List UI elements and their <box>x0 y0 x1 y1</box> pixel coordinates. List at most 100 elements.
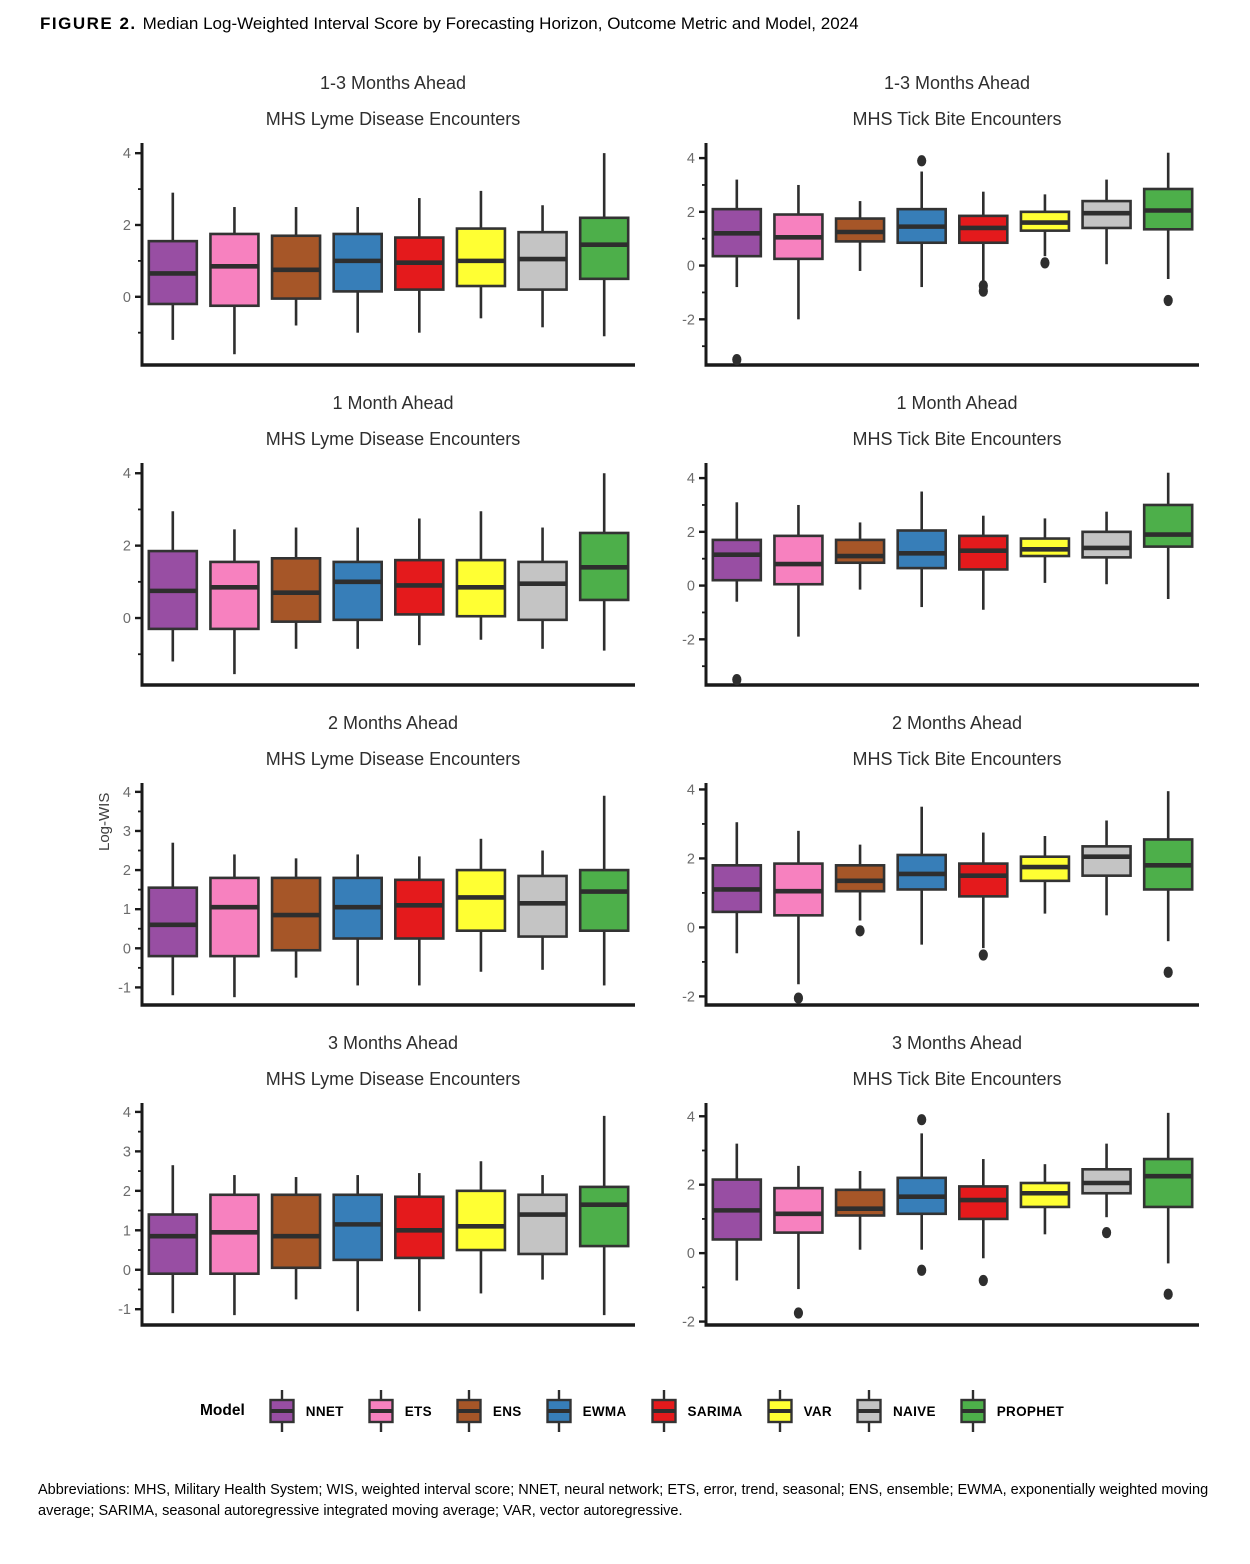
outlier-point <box>917 1264 927 1276</box>
iqr-box <box>896 529 947 570</box>
iqr-box <box>147 886 199 958</box>
boxplot-chart: 0 2 4 <box>123 143 635 367</box>
box-var <box>1019 518 1071 583</box>
y-tick-label: 4 <box>687 151 695 167</box>
boxplot-chart: -1 0 1 2 3 4 <box>118 1103 635 1327</box>
box-ens <box>270 1177 322 1300</box>
panel-4: 1 Month Ahead MHS Tick Bite Encounters -2 0… <box>664 370 1214 690</box>
iqr-box <box>270 234 322 300</box>
box-nnet <box>147 1165 199 1314</box>
legend-item-label: EWMA <box>582 1403 627 1419</box>
y-tick-label: 2 <box>687 1178 695 1194</box>
box-ens <box>270 527 322 649</box>
y-tick-label: -1 <box>118 980 131 996</box>
iqr-box <box>1081 845 1132 877</box>
panel-8: 3 Months Ahead MHS Tick Bite Encounters -2… <box>664 1010 1214 1331</box>
y-tick-label: 4 <box>687 1109 695 1125</box>
legend-item-ets: ETS <box>366 1388 432 1434</box>
iqr-box <box>1142 503 1194 548</box>
box-naive <box>1081 511 1132 585</box>
outlier-point <box>917 1114 927 1126</box>
box-sarima <box>394 1173 445 1312</box>
box-ewma <box>332 207 383 333</box>
iqr-box <box>834 864 886 893</box>
iqr-box <box>209 560 260 631</box>
iqr-box <box>834 1188 886 1217</box>
figure-caption: FIGURE 2. Median Log-Weighted Interval Sc… <box>40 14 1250 34</box>
box-ewma <box>896 806 947 945</box>
panel-7: 3 Months Ahead MHS Lyme Disease Encounter… <box>100 1010 650 1330</box>
box-ens <box>834 844 886 937</box>
iqr-box <box>455 868 507 932</box>
boxplot-key-icon <box>960 1390 986 1432</box>
y-tick-label: 2 <box>687 525 695 541</box>
boxplot-key-icon <box>856 1390 882 1432</box>
outlier-point <box>1163 1288 1173 1300</box>
y-tick-label: 0 <box>687 920 695 936</box>
legend-item-label: ETS <box>404 1403 432 1419</box>
outlier-point <box>855 925 865 937</box>
y-tick-label: 1 <box>123 1223 131 1239</box>
y-tick-label: 3 <box>123 824 131 840</box>
box-sarima <box>958 832 1009 961</box>
y-tick-label: 0 <box>687 259 695 275</box>
box-prophet <box>1142 791 1194 978</box>
panel-metric-subtitle: MHS Lyme Disease Encounters <box>265 109 521 129</box>
box-ewma <box>896 155 947 288</box>
y-tick-label: 0 <box>123 941 131 957</box>
outlier-point <box>732 674 742 686</box>
box-var <box>1019 194 1071 269</box>
iqr-box <box>578 868 630 932</box>
boxplot-chart: -2 0 2 4 <box>682 1103 1199 1331</box>
box-ewma <box>896 491 947 608</box>
box-nnet <box>147 842 199 996</box>
box-naive <box>1081 179 1132 265</box>
y-tick-label: -2 <box>682 632 695 648</box>
legend-item-label: NNET <box>305 1403 344 1419</box>
legend-items: NNET ETS ENS EWMA SARIMA VAR NAIVE PROPHET <box>267 1388 1086 1434</box>
y-tick-label: 2 <box>687 851 695 867</box>
legend-item-sarima: SARIMA <box>649 1388 743 1434</box>
legend-title: Model <box>200 1402 245 1419</box>
outlier-point <box>1163 294 1173 307</box>
figure-label: FIGURE 2. <box>40 14 137 33</box>
y-tick-label: 0 <box>687 579 695 595</box>
iqr-box <box>834 538 886 565</box>
box-var <box>455 511 507 640</box>
box-prophet <box>1142 472 1194 600</box>
y-axis-label: Log-WIS <box>96 792 113 851</box>
box-naive <box>517 527 568 649</box>
iqr-box <box>147 1213 199 1276</box>
y-tick-label: 2 <box>123 1184 131 1200</box>
legend-item-label: SARIMA <box>687 1403 743 1419</box>
iqr-box <box>517 1193 568 1256</box>
iqr-box <box>1081 530 1132 559</box>
panel-metric-subtitle: MHS Tick Bite Encounters <box>852 109 1062 129</box>
y-tick-label: 0 <box>123 290 131 306</box>
y-tick-label: 0 <box>687 1246 695 1262</box>
box-var <box>455 190 507 319</box>
box-ewma <box>332 527 383 649</box>
y-tick-label: 1 <box>123 902 131 918</box>
box-var <box>1019 1164 1071 1235</box>
boxplot-chart: -2 0 2 4 <box>682 463 1199 687</box>
y-tick-label: 4 <box>123 466 131 482</box>
outlier-point <box>917 155 927 167</box>
y-tick-label: -2 <box>682 1315 695 1331</box>
iqr-box <box>394 1195 445 1260</box>
y-tick-label: 0 <box>123 611 131 627</box>
iqr-box <box>455 1189 507 1252</box>
box-nnet <box>147 192 199 340</box>
outlier-point <box>978 285 988 297</box>
y-axis: -2 0 2 4 <box>682 782 708 1005</box>
boxplot-key-icon <box>545 1390 572 1432</box>
iqr-box <box>1142 1157 1194 1209</box>
iqr-box <box>958 862 1009 898</box>
panel-horizon-title: 2 Months Ahead <box>327 713 459 733</box>
box-ens <box>270 207 322 326</box>
boxplot-key-icon <box>650 1390 677 1432</box>
y-tick-label: 0 <box>123 1263 131 1279</box>
iqr-box <box>578 216 630 281</box>
box-ens <box>834 201 886 271</box>
panel-metric-subtitle: MHS Lyme Disease Encounters <box>265 749 521 769</box>
